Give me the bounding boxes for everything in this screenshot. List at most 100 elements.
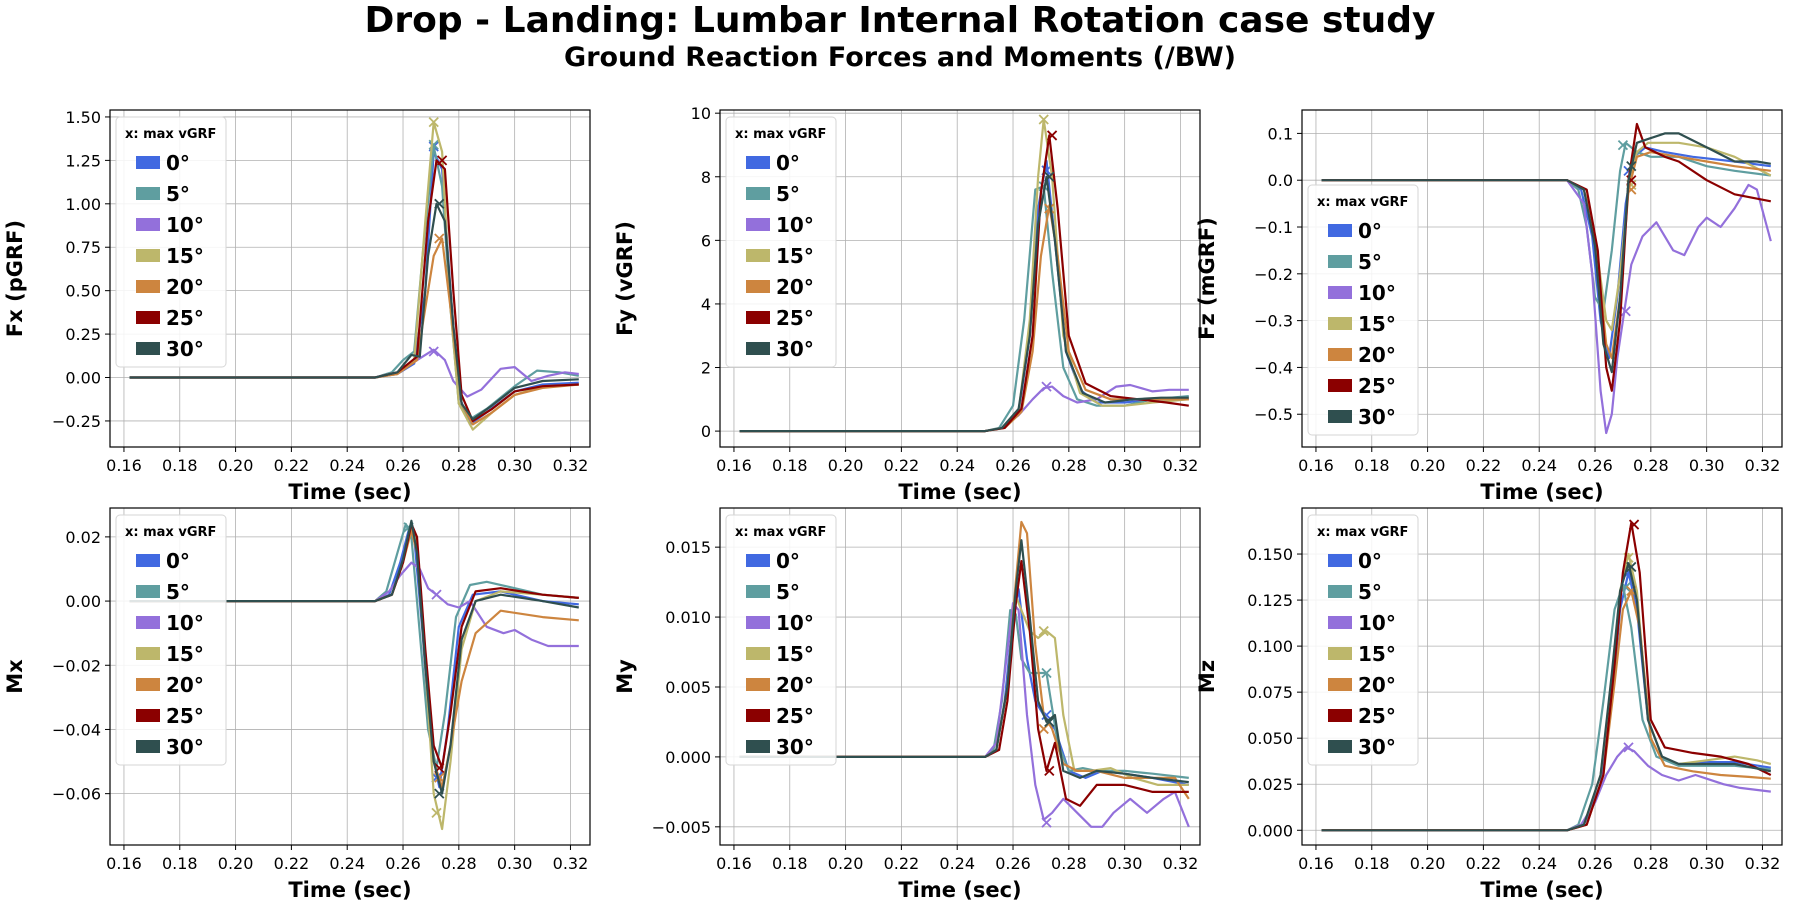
legend-label: 10° [776,213,814,237]
legend-swatch [1328,224,1352,237]
y-tick-label: −0.25 [52,412,101,431]
max-vgrf-marker [1041,381,1052,392]
max-vgrf-marker [1628,519,1640,530]
x-axis-label: Time (sec) [288,480,411,504]
legend-swatch [136,554,160,567]
x-tick-label: 0.16 [716,854,752,873]
legend-swatch [136,280,160,293]
legend-label: 25° [166,704,204,728]
legend-label: 30° [776,337,814,361]
legend-box [115,514,227,766]
legend-swatch [1328,286,1352,299]
x-tick-label: 0.26 [385,854,421,873]
max-vgrf-marker [431,589,442,600]
max-vgrf-marker [1044,765,1055,777]
max-vgrf-marker [1044,203,1055,214]
x-tick-label: 0.16 [1298,854,1334,873]
y-tick-label: 0.150 [1247,545,1293,564]
max-vgrf-marker [434,198,445,209]
x-tick-label: 0.20 [828,456,864,475]
legend-swatch [136,616,160,629]
series-line-20° [129,237,579,426]
series-line-10° [739,602,1190,828]
legend-swatch [1328,647,1352,660]
series-line-30° [739,175,1189,433]
legend-label: 30° [1358,735,1396,759]
legend-label: 0° [1358,219,1382,243]
x-axis-label: Time (sec) [898,480,1021,504]
y-tick-label: −0.02 [52,656,101,675]
y-tick-label: 0.1 [1268,124,1293,143]
legend-swatch [1328,709,1352,722]
legend: x: max vGRF 0° 5° 10° 15° 20° 25° 30° [725,116,837,368]
x-tick-label: 0.18 [772,854,808,873]
x-axis-label: Time (sec) [898,878,1021,900]
axes-frame [109,507,591,846]
legend: x: max vGRF 0° 5° 10° 15° 20° 25° 30° [115,514,227,766]
legend-swatch [746,678,770,691]
max-vgrf-marker [1038,114,1049,125]
y-tick-label: 0.075 [1247,683,1293,702]
y-tick-label: −0.2 [1254,265,1293,284]
legend-swatch [136,156,160,169]
max-vgrf-marker [436,155,448,166]
y-tick-label: 0.010 [665,608,711,627]
legend-label: 25° [776,704,814,728]
legend-box [1307,184,1419,436]
max-vgrf-marker [434,788,445,799]
x-tick-label: 0.18 [162,854,198,873]
x-tick-label: 0.20 [218,854,254,873]
x-tick-label: 0.32 [553,854,589,873]
axes-frame [1301,507,1783,846]
y-axis-label: Fy (vGRF) [613,221,637,336]
y-tick-label: 0.100 [1247,637,1293,656]
legend-title: x: max vGRF [125,127,216,142]
legend-swatch [746,740,770,753]
y-tick-label: 0.75 [65,238,101,257]
x-tick-label: 0.26 [995,456,1031,475]
y-tick-label: −0.04 [52,720,101,739]
legend-swatch [746,709,770,722]
x-tick-label: 0.16 [106,456,142,475]
y-tick-label: 0.0 [1268,171,1293,190]
x-tick-label: 0.24 [1521,854,1557,873]
max-vgrf-marker [1038,625,1049,637]
chart-my: 0.16 0.18 0.20 0.22 0.24 0.26 0.28 0.30 0.32 −0.0… [613,507,1201,900]
legend-swatch [1328,585,1352,598]
x-tick-label: 0.22 [884,854,920,873]
x-tick-label: 0.16 [716,456,752,475]
series-line-30° [129,202,579,421]
legend-label: 25° [776,306,814,330]
max-vgrf-marker [431,807,442,819]
legend-label: 10° [1358,281,1396,305]
legend: x: max vGRF 0° 5° 10° 15° 20° 25° 30° [725,514,837,766]
legend-box [115,116,227,368]
chart-fy: 0.16 0.18 0.20 0.22 0.24 0.26 0.28 0.30 0.32 0 2 4 6… [613,104,1201,504]
max-vgrf-marker [1623,742,1634,753]
legend-label: 20° [166,673,204,697]
legend-title: x: max vGRF [1317,195,1408,210]
legend-label: 25° [1358,704,1396,728]
legend-swatch [746,280,770,293]
max-vgrf-marker [1041,817,1052,828]
x-tick-label: 0.22 [1466,854,1502,873]
y-tick-label: 0.125 [1247,591,1293,610]
x-tick-label: 0.30 [1107,456,1143,475]
legend-label: 0° [166,151,190,175]
series-line-25° [739,560,1189,807]
x-tick-label: 0.20 [1410,854,1446,873]
figure-title: Drop - Landing: Lumbar Internal Rotation… [364,0,1436,41]
legend-swatch [746,187,770,200]
legend-swatch [746,616,770,629]
y-tick-label: 0.02 [65,528,101,547]
x-tick-label: 0.32 [1163,854,1199,873]
legend-label: 10° [166,611,204,635]
series-group [1321,519,1772,832]
x-tick-label: 0.26 [385,456,421,475]
axes-frame [719,109,1201,448]
series-line-30° [1321,132,1771,374]
legend-label: 20° [1358,343,1396,367]
max-vgrf-marker [1626,161,1637,172]
x-tick-label: 0.32 [1745,456,1781,475]
